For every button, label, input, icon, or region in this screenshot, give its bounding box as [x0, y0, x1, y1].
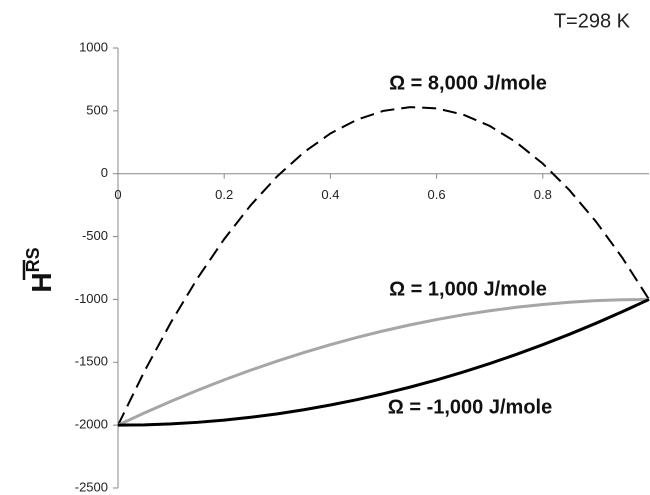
y-tick-label: -1000: [75, 291, 108, 306]
y-tick-label: -2000: [75, 417, 108, 432]
series-line: [117, 297, 650, 427]
y-axis-title: HRS: [22, 247, 58, 293]
y-tick-label: -2500: [75, 479, 108, 494]
series-label: Ω = 8,000 J/mole: [389, 72, 547, 94]
annotation: T=298 K: [554, 10, 631, 32]
series-label: Ω = 1,000 J/mole: [389, 278, 547, 300]
y-tick-label: 500: [86, 102, 108, 117]
x-tick-label: 0.2: [215, 187, 233, 202]
y-tick-label: -1500: [75, 354, 108, 369]
series-line: [117, 298, 650, 427]
series-line: [117, 106, 650, 426]
series-label: Ω = -1,000 J/mole: [388, 396, 552, 418]
y-label-main: H: [26, 272, 57, 292]
x-tick-label: 0.8: [534, 187, 552, 202]
y-label-sup: RS: [23, 247, 43, 272]
y-tick-label: 0: [101, 165, 108, 180]
y-tick-label: 1000: [79, 39, 108, 54]
y-tick-label: -500: [82, 228, 108, 243]
x-tick-label: 0.6: [428, 187, 446, 202]
x-tick-label: 0.4: [321, 187, 339, 202]
x-tick-label: 0: [114, 187, 121, 202]
y-label: HRS: [23, 247, 58, 292]
